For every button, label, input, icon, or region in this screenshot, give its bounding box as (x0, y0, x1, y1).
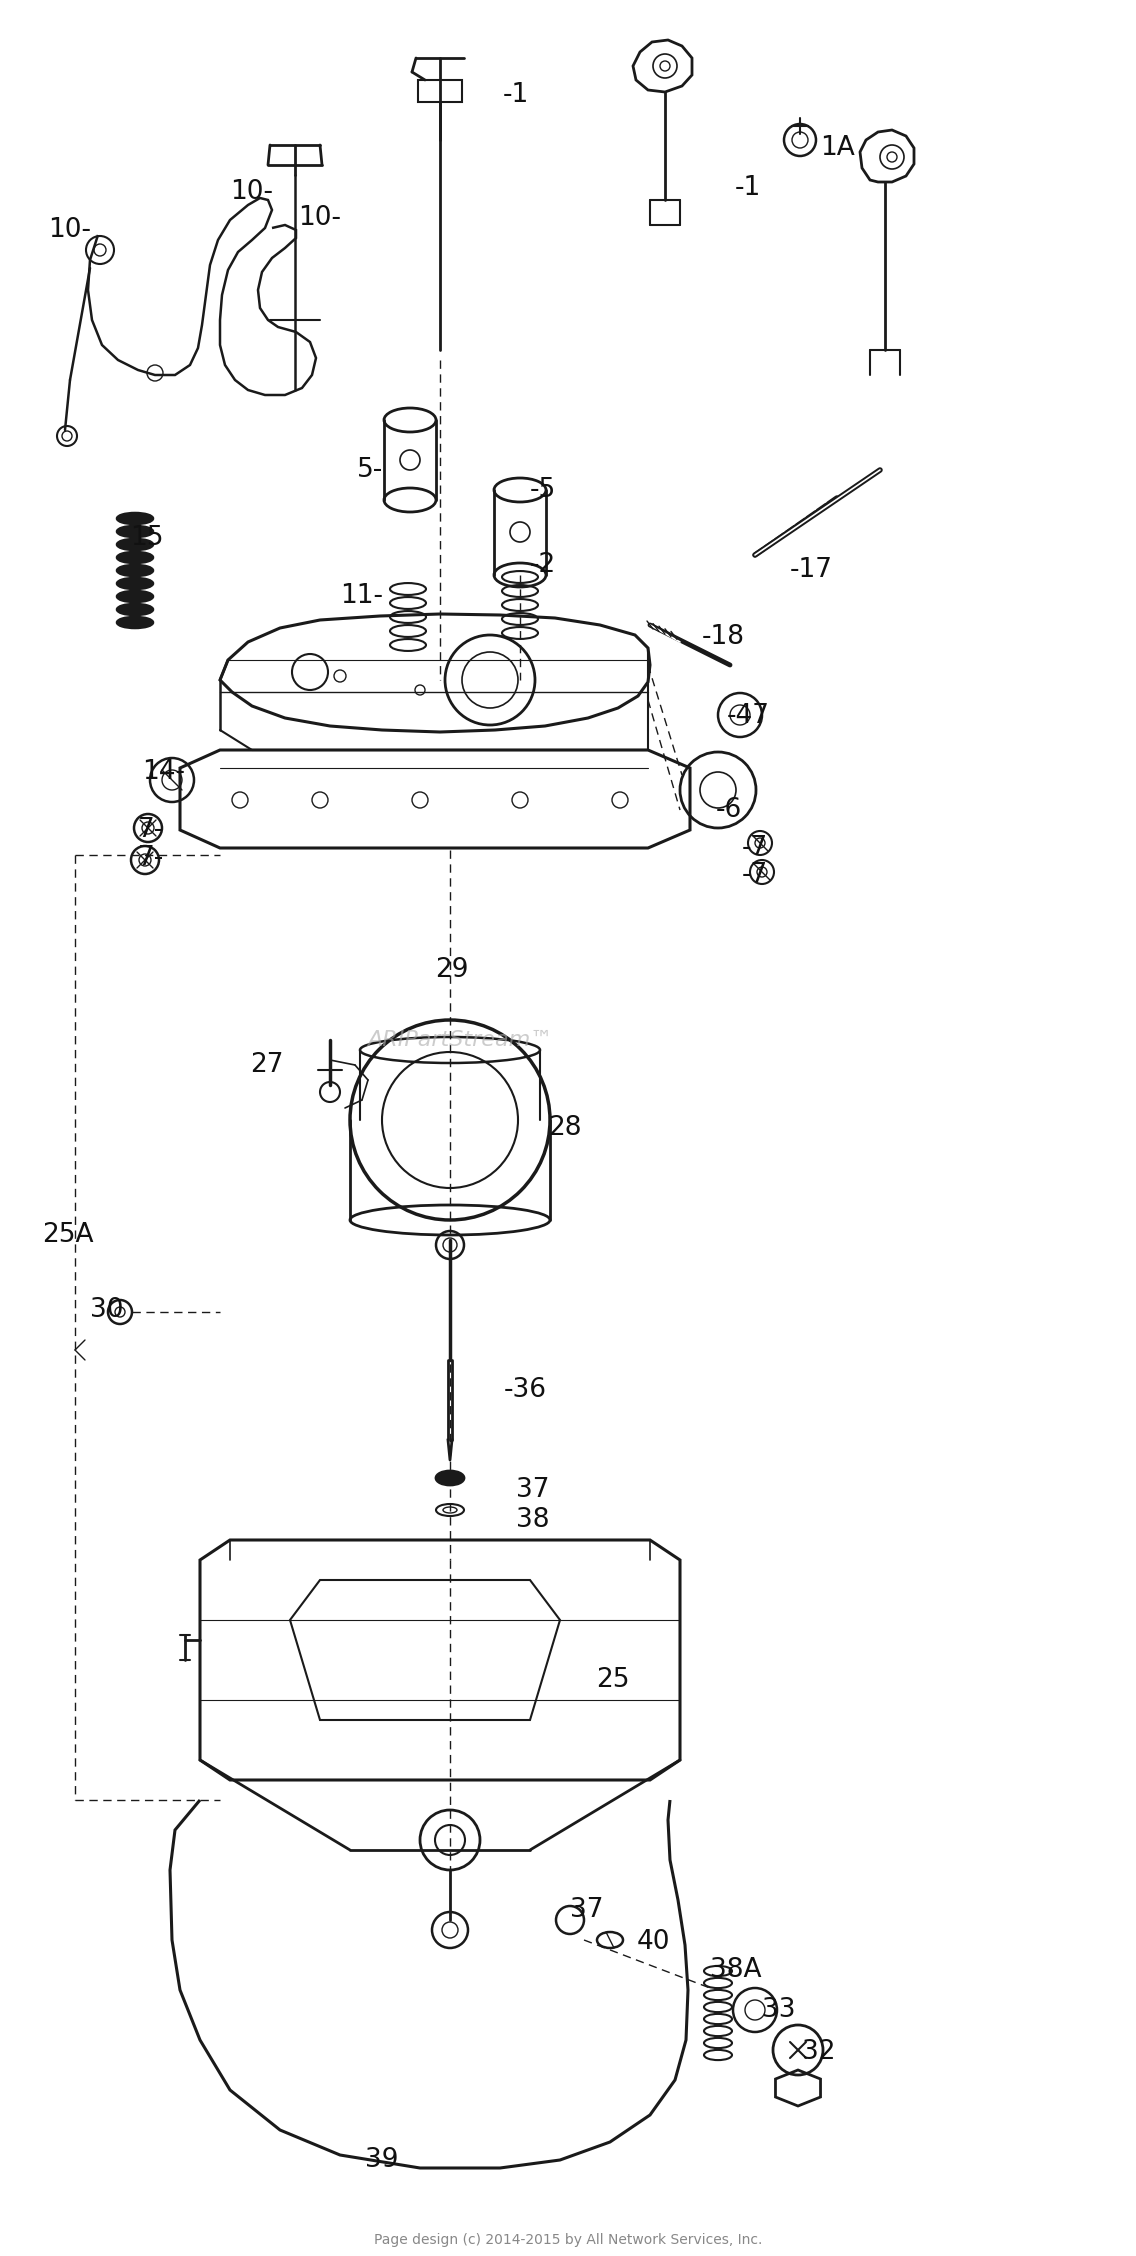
Text: 29: 29 (435, 957, 468, 984)
Text: 10-: 10- (48, 217, 91, 244)
Text: 14-: 14- (142, 758, 185, 785)
Text: -47: -47 (727, 704, 770, 729)
Text: Page design (c) 2014-2015 by All Network Services, Inc.: Page design (c) 2014-2015 by All Network… (374, 2233, 762, 2247)
Text: 37: 37 (516, 1478, 550, 1502)
Text: -36: -36 (504, 1376, 548, 1403)
Text: -2: -2 (531, 553, 557, 578)
Text: -5: -5 (531, 476, 557, 503)
Ellipse shape (117, 564, 153, 575)
Text: -18: -18 (702, 625, 745, 650)
Text: -6: -6 (716, 796, 742, 823)
Text: 15: 15 (130, 526, 164, 550)
Text: 10-: 10- (298, 205, 341, 230)
Text: 5-: 5- (357, 458, 383, 483)
Text: -1: -1 (503, 81, 529, 108)
Ellipse shape (117, 553, 153, 564)
Text: 1A: 1A (820, 135, 854, 160)
Text: 40: 40 (637, 1929, 670, 1956)
Text: 25: 25 (596, 1667, 629, 1692)
Bar (418, 79, 462, 102)
Ellipse shape (117, 605, 153, 616)
Text: 38: 38 (516, 1507, 550, 1534)
Text: 33: 33 (762, 1997, 795, 2024)
Text: ARIPartStream™: ARIPartStream™ (367, 1031, 553, 1049)
Ellipse shape (117, 512, 153, 523)
Text: 32: 32 (802, 2039, 835, 2064)
Text: 30: 30 (90, 1297, 124, 1322)
Text: 25A: 25A (42, 1223, 93, 1248)
Text: 28: 28 (548, 1114, 582, 1142)
Text: 7-: 7- (137, 846, 165, 871)
Ellipse shape (436, 1471, 463, 1484)
Text: 38A: 38A (710, 1956, 761, 1983)
Text: -17: -17 (790, 557, 833, 582)
Text: -1: -1 (735, 176, 761, 201)
Ellipse shape (117, 526, 153, 537)
Text: -7: -7 (742, 835, 768, 862)
Ellipse shape (117, 591, 153, 602)
Ellipse shape (117, 578, 153, 589)
Text: 10-: 10- (229, 178, 273, 205)
Ellipse shape (117, 616, 153, 627)
Ellipse shape (117, 539, 153, 550)
Text: -7: -7 (742, 862, 768, 889)
Text: 11-: 11- (340, 582, 383, 609)
Text: 37: 37 (570, 1897, 603, 1922)
Text: 39: 39 (365, 2148, 399, 2173)
Text: 27: 27 (250, 1051, 284, 1078)
Text: 7-: 7- (137, 817, 165, 844)
